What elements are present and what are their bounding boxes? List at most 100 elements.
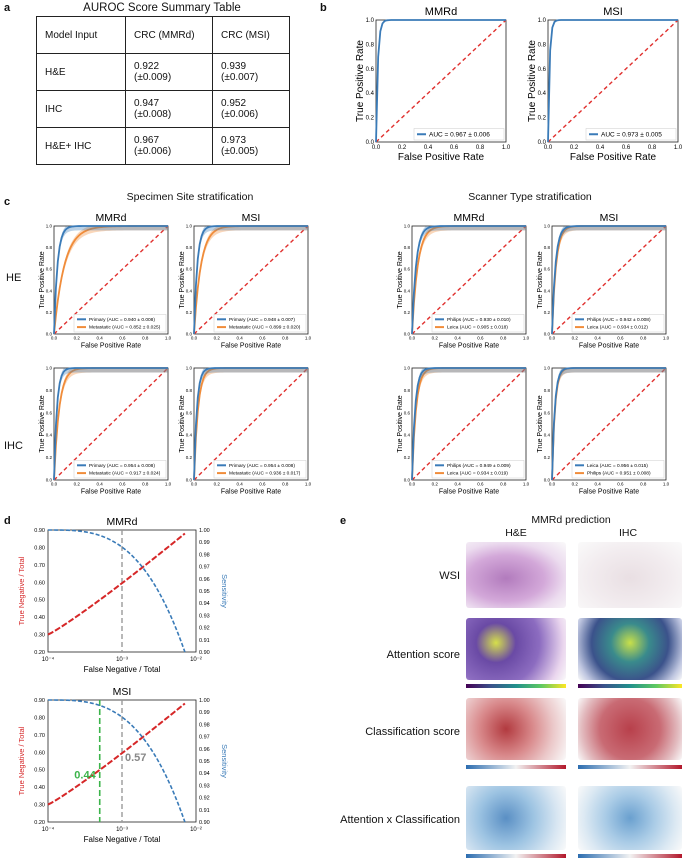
table-cell: 0.952 (±0.006) bbox=[212, 90, 290, 128]
y-tick-label: 0.6 bbox=[404, 410, 411, 415]
x-tick-label: 0.6 bbox=[119, 482, 126, 487]
panel-label-c: c bbox=[4, 196, 11, 208]
chart-title: MSI bbox=[600, 212, 619, 224]
legend-label: Leica (AUC = 0.956 ± 0.015) bbox=[587, 463, 648, 469]
table-row: IHC 0.947 (±0.008) 0.952 (±0.006) bbox=[36, 90, 290, 128]
chart-c8: 0.00.0 0.2 0.2 0.4 0.4 0.6 0.6 0.8 0.8 1.0 1.0 Fals… bbox=[537, 366, 670, 496]
x-axis-label: False Positive Rate bbox=[81, 489, 141, 496]
x-tick-label: 0.6 bbox=[477, 482, 484, 487]
x-tick-label: 10⁻² bbox=[190, 657, 202, 663]
wsi-ihc-image bbox=[578, 542, 682, 608]
y-tick-label: 0.0 bbox=[186, 478, 193, 483]
legend-label: Philips (AUC = 0.930 ± 0.010) bbox=[447, 317, 511, 323]
y-axis-label: True Positive Rate bbox=[179, 251, 186, 308]
y-axis-label: True Positive Rate bbox=[355, 40, 366, 122]
y-left-tick-label: 0.30 bbox=[34, 803, 45, 809]
x-tick-label: 0.2 bbox=[432, 336, 439, 341]
y-tick-label: 0.2 bbox=[366, 116, 375, 122]
chart-title: MMRd bbox=[96, 212, 127, 224]
y-tick-label: 0.4 bbox=[366, 91, 375, 97]
attn-x-class-he-colorbar bbox=[466, 854, 566, 858]
annotation-green: 0.44 bbox=[74, 769, 96, 781]
x-tick-label: 0.0 bbox=[51, 482, 58, 487]
y-left-tick-label: 0.90 bbox=[34, 698, 45, 704]
y-tick-label: 0.8 bbox=[46, 245, 53, 250]
y-tick-label: 0.0 bbox=[404, 478, 411, 483]
y-tick-label: 0.4 bbox=[46, 288, 53, 293]
roc-curve bbox=[551, 367, 666, 481]
chart-c5: 0.00.0 0.2 0.2 0.4 0.4 0.6 0.6 0.8 0.8 1.0 1.0 Fals… bbox=[39, 366, 172, 496]
chart-c1: MMRd 0.00.0 0.2 0.2 0.4 0.4 0.6 0.6 0.8 0.8 1.0 1.0… bbox=[39, 212, 172, 350]
table-header-cell: CRC (MSI) bbox=[212, 16, 290, 54]
y-right-tick-label: 0.92 bbox=[199, 796, 210, 802]
y-tick-label: 0.2 bbox=[186, 310, 193, 315]
y-right-tick-label: 0.91 bbox=[199, 638, 210, 644]
roc-curve bbox=[375, 19, 506, 143]
e-row-attn-x-class: Attention x Classification bbox=[340, 814, 460, 826]
y-right-tick-label: 0.99 bbox=[199, 710, 210, 716]
y-left-tick-label: 0.50 bbox=[34, 598, 45, 604]
x-tick-label: 0.0 bbox=[549, 336, 556, 341]
chart-title: MMRd bbox=[425, 6, 457, 18]
chance-diagonal bbox=[411, 225, 527, 335]
x-tick-label: 0.0 bbox=[409, 336, 416, 341]
x-tick-label: 0.8 bbox=[500, 336, 507, 341]
attention-ihc-colorbar bbox=[578, 684, 682, 688]
y-left-tick-label: 0.40 bbox=[34, 785, 45, 791]
y-left-tick-label: 0.80 bbox=[34, 715, 45, 721]
table-cell: H&E+ IHC bbox=[36, 127, 126, 165]
x-tick-label: 0.6 bbox=[617, 336, 624, 341]
y-left-tick-label: 0.90 bbox=[34, 528, 45, 534]
x-tick-label: 0.2 bbox=[572, 336, 579, 341]
x-tick-label: 1.0 bbox=[523, 336, 530, 341]
y-left-tick-label: 0.70 bbox=[34, 733, 45, 739]
table-cell: 0.939 (±0.007) bbox=[212, 53, 290, 91]
attn-x-class-ihc-colorbar bbox=[578, 854, 682, 858]
legend-box bbox=[431, 314, 525, 333]
attention-he-image bbox=[466, 618, 566, 680]
classification-ihc-image bbox=[578, 698, 682, 760]
y-left-tick-label: 0.60 bbox=[34, 750, 45, 756]
e-row-wsi: WSI bbox=[439, 570, 460, 582]
roc-curve bbox=[53, 225, 168, 335]
classification-he-image bbox=[466, 698, 566, 760]
y-tick-label: 0.0 bbox=[544, 332, 551, 337]
x-tick-label: 0.6 bbox=[259, 336, 266, 341]
x-tick-label: 0.6 bbox=[450, 145, 459, 151]
x-tick-label: 0.6 bbox=[119, 336, 126, 341]
chance-diagonal bbox=[551, 225, 667, 335]
table-cell: H&E bbox=[36, 53, 126, 91]
attention-he-colorbar bbox=[466, 684, 566, 688]
y-right-tick-label: 0.99 bbox=[199, 540, 210, 546]
panel-label-b: b bbox=[320, 2, 327, 14]
x-axis-label: False Positive Rate bbox=[579, 489, 639, 496]
y-tick-label: 0.4 bbox=[544, 433, 551, 438]
tn-total-curve bbox=[47, 532, 186, 636]
legend-label: AUC = 0.973 ± 0.005 bbox=[601, 131, 662, 138]
x-axis-label: False Positive Rate bbox=[579, 343, 639, 350]
chart-b1: MMRd 0.00.0 0.2 0.2 0.4 0.4 0.6 0.6 0.8 0.8 1.0 1.0… bbox=[355, 6, 511, 163]
table-row: H&E+ IHC 0.967 (±0.006) 0.973 (±0.005) bbox=[36, 127, 290, 165]
chart-d2: MSI 0.20 0.30 0.40 0.50 0.60 0.70 0.80 0.90 0.90 0… bbox=[17, 686, 229, 844]
x-axis-label: False Negative / Total bbox=[84, 835, 161, 844]
y-tick-label: 0.6 bbox=[404, 267, 411, 272]
legend-box bbox=[571, 314, 665, 333]
legend-label: Primary (AUC = 0.948 ± 0.007) bbox=[229, 317, 295, 323]
legend-box bbox=[73, 314, 167, 333]
y-axis-label: True Positive Rate bbox=[179, 395, 186, 452]
y-right-tick-label: 1.00 bbox=[199, 528, 210, 534]
attention-ihc-image bbox=[578, 618, 682, 680]
y-tick-label: 0.0 bbox=[366, 140, 375, 146]
legend-box bbox=[213, 460, 307, 479]
y-right-tick-label: 0.95 bbox=[199, 759, 210, 765]
y-tick-label: 0.8 bbox=[538, 42, 547, 48]
y-left-axis-label: True Negative / Total bbox=[17, 726, 26, 795]
y-left-tick-label: 0.70 bbox=[34, 563, 45, 569]
x-axis-label: False Positive Rate bbox=[439, 343, 499, 350]
legend-box bbox=[73, 460, 167, 479]
y-right-tick-label: 0.90 bbox=[199, 650, 210, 656]
chart-c2: MSI 0.00.0 0.2 0.2 0.4 0.4 0.6 0.6 0.8 0.8 1.0 1.0 F… bbox=[179, 212, 312, 350]
x-tick-label: 0.8 bbox=[648, 145, 657, 151]
y-tick-label: 0.6 bbox=[544, 410, 551, 415]
y-tick-label: 1.0 bbox=[544, 224, 551, 229]
